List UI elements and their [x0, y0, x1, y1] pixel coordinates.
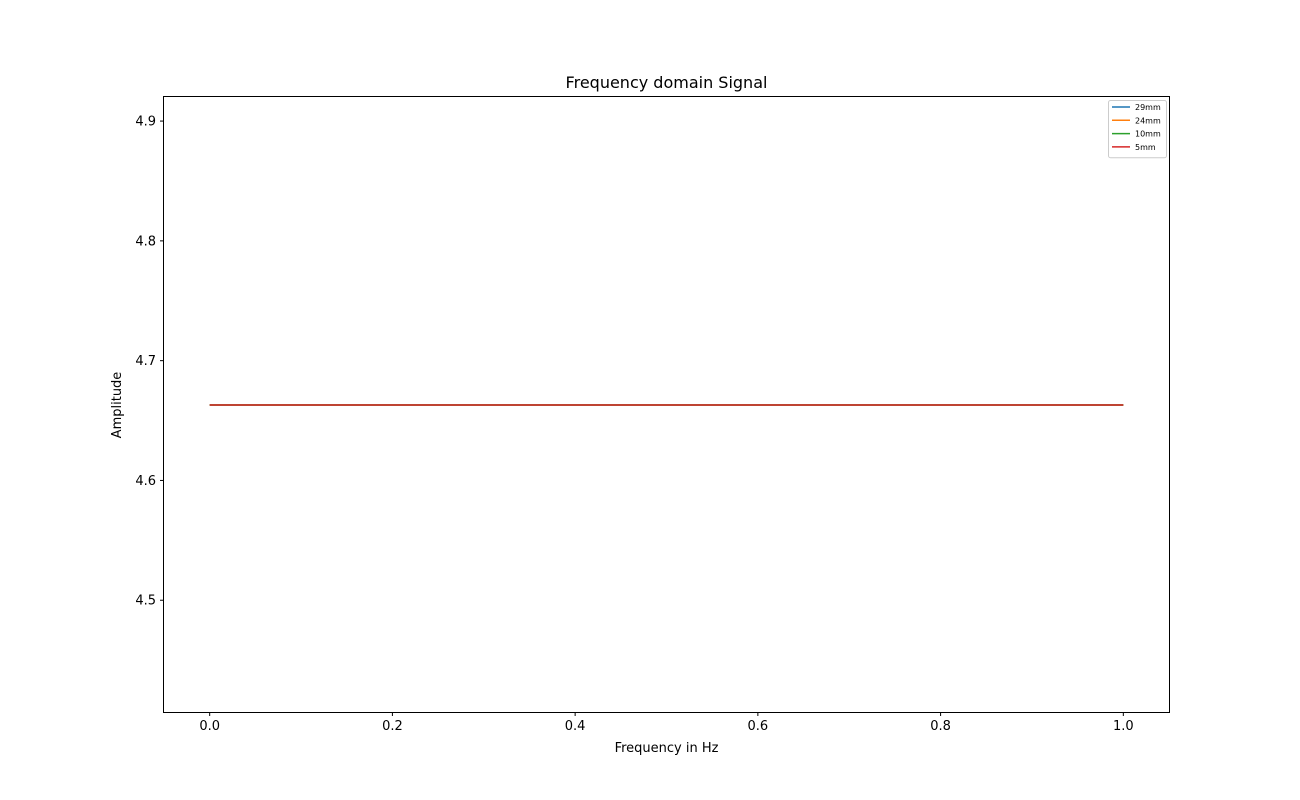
legend: 29mm 24mm 10mm 5mm	[1108, 100, 1167, 159]
plot-frame	[163, 96, 1170, 713]
y-axis: 4.5 4.6 4.7 4.8 4.9	[135, 115, 164, 609]
x-tick-label: 0.0	[199, 719, 220, 734]
x-tick-label: 0.4	[565, 719, 586, 734]
y-tick-label: 4.5	[135, 594, 156, 609]
legend-label: 24mm	[1135, 116, 1161, 125]
y-tick-label: 4.9	[135, 115, 156, 130]
y-tick-label: 4.8	[135, 234, 156, 249]
chart-title: Frequency domain Signal	[566, 73, 768, 92]
legend-box	[1108, 100, 1167, 159]
y-tick-label: 4.6	[135, 474, 156, 489]
x-axis-label: Frequency in Hz	[615, 741, 719, 756]
y-tick-label: 4.7	[135, 354, 156, 369]
legend-label: 29mm	[1135, 103, 1161, 112]
legend-label: 10mm	[1135, 130, 1161, 139]
x-axis: 0.0 0.2 0.4 0.6 0.8 1.0	[199, 712, 1134, 734]
x-tick-label: 0.2	[382, 719, 403, 734]
plot-area	[163, 96, 1170, 713]
y-axis-label: Amplitude	[110, 372, 125, 439]
x-tick-label: 1.0	[1113, 719, 1134, 734]
legend-label: 5mm	[1135, 143, 1156, 152]
x-tick-label: 0.6	[748, 719, 769, 734]
x-tick-label: 0.8	[930, 719, 951, 734]
